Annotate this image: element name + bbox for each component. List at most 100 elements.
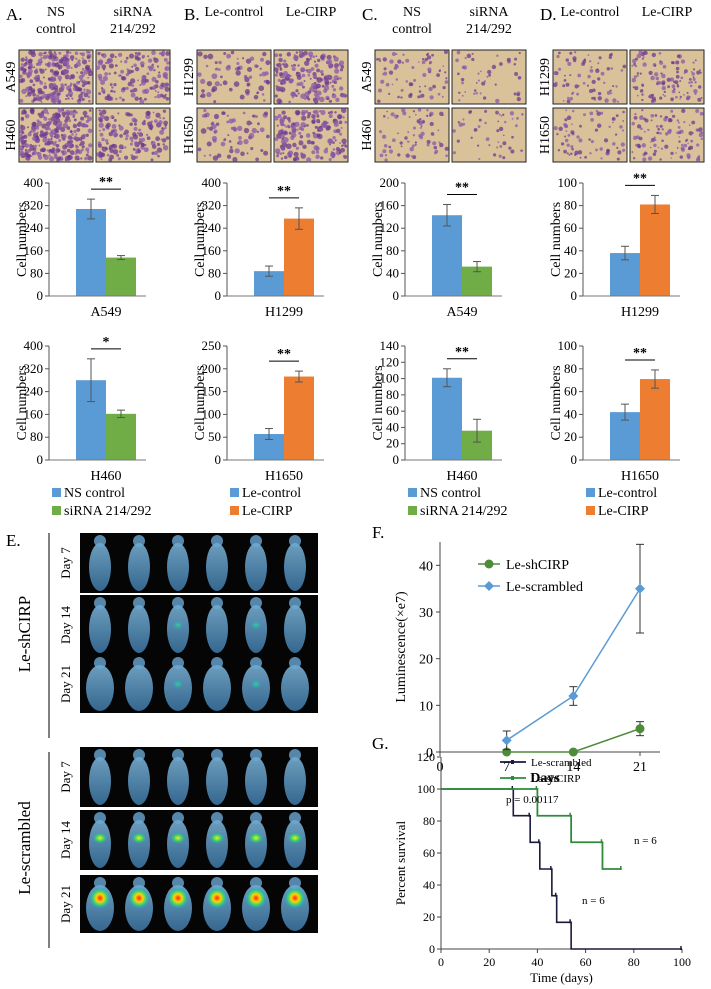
panel-letter: A. — [6, 5, 23, 24]
stained-cell — [678, 140, 681, 143]
stained-cell — [315, 154, 320, 160]
stained-cell — [639, 115, 644, 121]
stained-cell — [484, 109, 488, 113]
panel-g-letter: G. — [372, 734, 389, 753]
stained-cell — [421, 60, 426, 65]
stained-cell — [54, 62, 60, 68]
stained-cell — [32, 136, 37, 141]
stained-cell — [113, 90, 116, 93]
stained-cell — [697, 85, 702, 89]
stained-cell — [111, 143, 115, 147]
stained-cell — [104, 72, 108, 76]
stained-cell — [485, 137, 490, 142]
y-tick-label: 60 — [564, 220, 577, 235]
stained-cell — [517, 76, 522, 80]
stained-cell — [397, 59, 402, 64]
significance-label: ** — [455, 180, 469, 195]
stained-cell — [227, 64, 231, 69]
stained-cell — [667, 118, 672, 123]
stained-cell — [201, 89, 205, 93]
stained-cell — [37, 89, 43, 95]
stained-cell — [612, 142, 616, 146]
stained-cell — [80, 52, 86, 57]
stained-cell — [339, 77, 342, 80]
row-label-a549: A549 — [360, 61, 375, 92]
stained-cell — [215, 122, 220, 126]
stained-cell — [163, 85, 167, 89]
stained-cell — [577, 150, 583, 155]
stained-cell — [66, 142, 73, 148]
stained-cell — [620, 142, 625, 147]
stained-cell — [341, 107, 347, 114]
stained-cell — [57, 107, 63, 113]
stained-cell — [206, 126, 210, 130]
stained-cell — [97, 51, 101, 56]
column-header-2: 214/292 — [466, 22, 512, 37]
stained-cell — [686, 153, 691, 158]
stained-cell — [70, 136, 74, 140]
stained-cell — [633, 75, 637, 79]
stained-cell — [579, 124, 582, 128]
stained-cell — [412, 134, 416, 137]
stained-cell — [326, 74, 331, 79]
stained-cell — [478, 157, 481, 161]
stained-cell — [634, 64, 638, 68]
mouse-head — [172, 535, 184, 547]
stained-cell — [677, 121, 680, 124]
stained-cell — [516, 93, 520, 97]
stained-cell — [132, 147, 136, 151]
stained-cell — [333, 56, 339, 62]
stained-cell — [216, 153, 222, 158]
stained-cell — [42, 108, 49, 114]
stained-cell — [616, 146, 619, 149]
stained-cell — [679, 155, 684, 159]
y-axis-label: Cell numbers — [15, 365, 30, 440]
stained-cell — [571, 92, 574, 95]
stained-cell — [226, 114, 229, 118]
stained-cell — [339, 142, 342, 145]
stained-cell — [138, 140, 143, 145]
micrograph-h1299-2 — [273, 49, 349, 105]
stained-cell — [405, 58, 410, 63]
stained-cell — [382, 57, 387, 62]
stained-cell — [647, 95, 651, 99]
stained-cell — [27, 91, 32, 97]
survival-curve-le-shcirp — [441, 788, 622, 870]
stained-cell — [662, 64, 667, 69]
data-point — [568, 747, 578, 757]
legend-marker — [484, 559, 494, 569]
stained-cell — [675, 66, 680, 71]
stained-cell — [274, 73, 278, 77]
stained-cell — [46, 93, 52, 98]
stained-cell — [329, 110, 334, 114]
stained-cell — [134, 96, 139, 101]
stained-cell — [690, 139, 694, 143]
stained-cell — [34, 74, 40, 81]
stained-cell — [133, 122, 137, 126]
stained-cell — [568, 154, 571, 156]
stained-cell — [670, 61, 675, 65]
stained-cell — [576, 135, 580, 139]
stained-cell — [574, 153, 577, 156]
stained-cell — [683, 143, 688, 148]
stained-cell — [32, 83, 36, 87]
signal-spot — [92, 832, 108, 844]
stained-cell — [137, 51, 141, 56]
stained-cell — [612, 98, 617, 103]
stained-cell — [584, 155, 587, 159]
stained-cell — [431, 53, 434, 57]
legend-label: Le-shCIRP — [506, 558, 569, 573]
stained-cell — [112, 149, 119, 155]
imaging-background — [80, 595, 318, 655]
stained-cell — [384, 158, 388, 162]
stained-cell — [382, 149, 387, 154]
stained-cell — [111, 124, 117, 129]
stained-cell — [73, 123, 76, 126]
stained-cell — [28, 50, 33, 55]
stained-cell — [58, 123, 63, 128]
stained-cell — [636, 94, 639, 97]
legend-swatch — [230, 506, 239, 515]
stained-cell — [220, 75, 223, 79]
stained-cell — [88, 99, 91, 103]
stained-cell — [81, 73, 85, 77]
